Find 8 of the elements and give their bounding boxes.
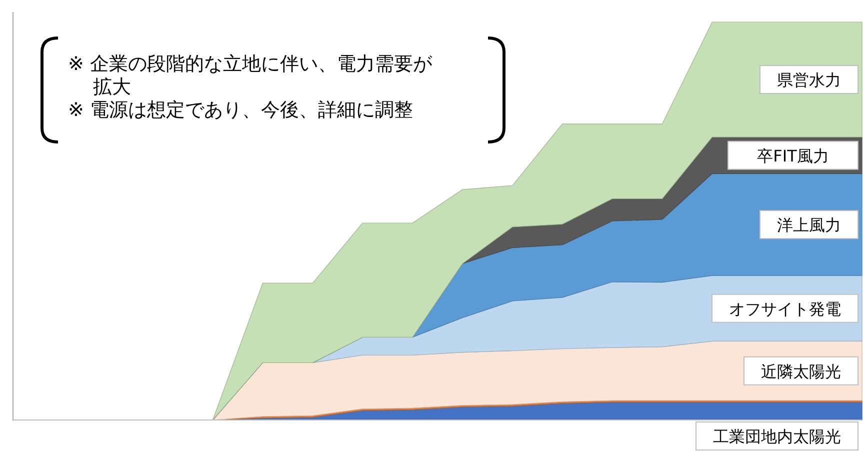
annotation: ※ 電源は想定であり、今後、詳細に調整: [68, 99, 413, 121]
series-label: 工業団地内太陽光: [713, 427, 841, 446]
series-label: 近隣太陽光: [761, 362, 841, 381]
annotation: ※ 企業の段階的な立地に伴い、電力需要が拡大: [68, 53, 433, 98]
series-label: 県営水力: [777, 70, 841, 90]
series-label: オフサイト発電: [729, 299, 841, 318]
series-label: 卒FIT風力: [757, 146, 829, 166]
series-label: 洋上風力: [777, 216, 841, 235]
